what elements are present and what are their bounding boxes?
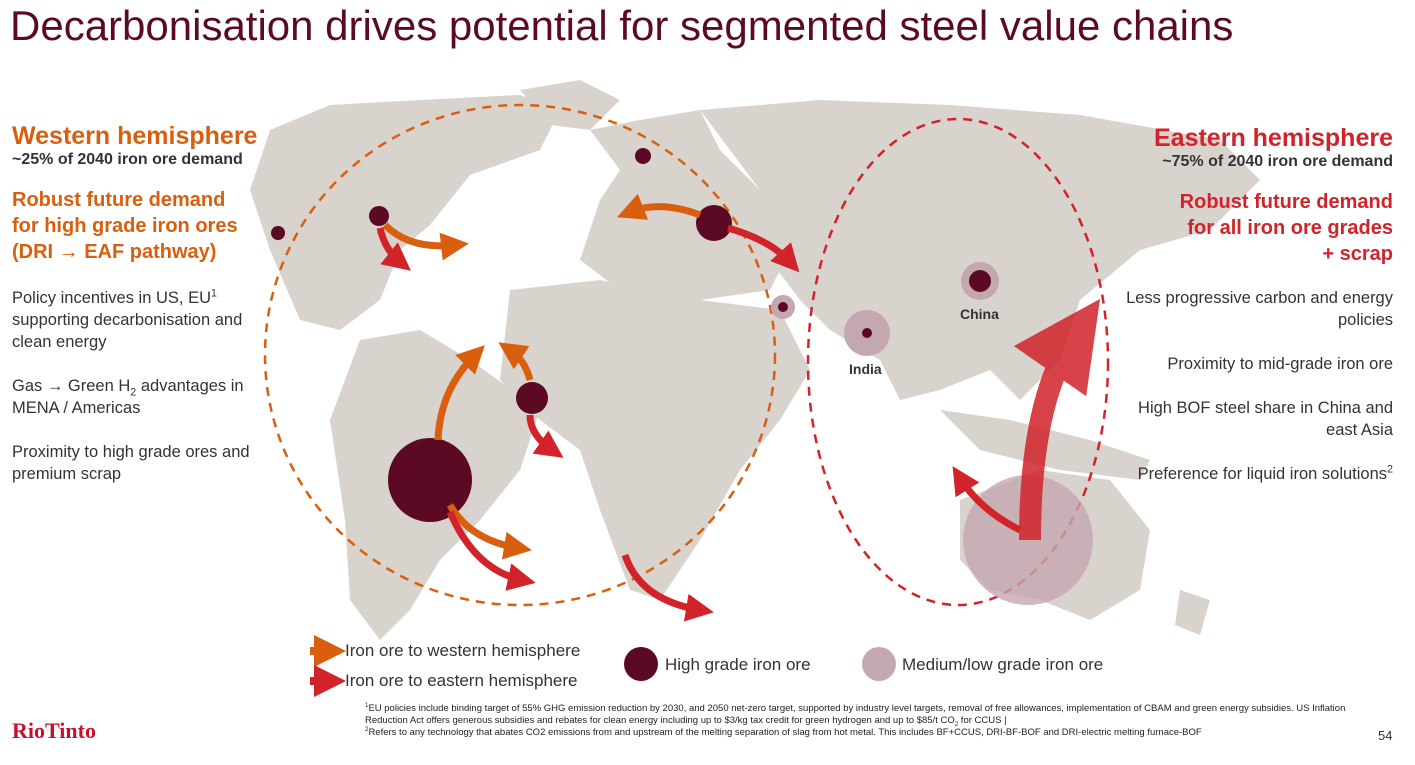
legend-item: Medium/low grade iron ore	[902, 655, 1104, 674]
high-grade-circles	[271, 148, 991, 522]
point: Proximity to high grade ores and premium…	[12, 441, 262, 485]
heading: Western hemisphere	[12, 122, 258, 150]
points: Policy incentives in US, EU1 supporting …	[12, 287, 262, 485]
point: Preference for liquid iron solutions2	[1103, 463, 1393, 485]
point: High BOF steel share in China and east A…	[1103, 397, 1393, 441]
text-run: Preference for liquid iron solutions	[1137, 465, 1388, 483]
text-run: Proximity to high grade ores and premium…	[12, 443, 250, 483]
footnote: 1EU policies include binding target of 5…	[365, 701, 1375, 728]
share: ~25% of 2040 iron ore demand	[12, 151, 243, 168]
legend-item: Iron ore to eastern hemisphere	[345, 671, 578, 690]
map-label: India	[849, 361, 882, 377]
demand-line: Robust future demand	[1179, 191, 1393, 213]
point: Gas → Green H2 advantages in MENA / Amer…	[12, 375, 262, 419]
western-panel: Western hemisphere ~25% of 2040 iron ore…	[12, 122, 262, 507]
demand-line: + scrap	[1322, 243, 1393, 265]
footnotes: 1EU policies include binding target of 5…	[365, 701, 1375, 739]
text-run: 2	[1387, 463, 1393, 476]
text-run: Proximity to mid-grade iron ore	[1167, 355, 1393, 373]
text-run: for CCUS |	[958, 715, 1007, 726]
text-run: Gas → Green H	[12, 377, 131, 395]
demand-line: for all iron ore grades	[1187, 217, 1393, 239]
text-run: Refers to any technology that abates CO2…	[368, 727, 1202, 738]
points: Less progressive carbon and energy polic…	[1103, 287, 1393, 485]
map-label: China	[960, 306, 999, 322]
text-run: advantages in MENA / Americas	[12, 377, 244, 417]
legend-item: Iron ore to western hemisphere	[345, 641, 581, 660]
heading: Eastern hemisphere	[1154, 124, 1393, 152]
text-run: 1	[211, 287, 217, 300]
logo: RioTinto	[12, 718, 96, 743]
text-run: 2	[130, 386, 137, 399]
demand: Robust future demand for all iron ore gra…	[1103, 189, 1393, 267]
share: ~75% of 2040 iron ore demand	[1162, 153, 1393, 170]
point: Policy incentives in US, EU1 supporting …	[12, 287, 262, 353]
footnote-mark: 2	[365, 725, 369, 733]
demand-line: (DRI → EAF pathway)	[12, 241, 217, 263]
text-run: EU policies include binding target of 55…	[365, 703, 1346, 726]
text-run: Less progressive carbon and energy polic…	[1126, 289, 1393, 329]
title: Decarbonisation drives potential for seg…	[10, 2, 1234, 49]
eastern-panel: Eastern hemisphere ~75% of 2040 iron ore…	[1103, 124, 1393, 507]
text-run: 2	[954, 720, 959, 728]
footnote: 2Refers to any technology that abates CO…	[365, 725, 1375, 739]
legend-item: High grade iron ore	[665, 655, 811, 674]
demand-line: Robust future demand	[12, 189, 226, 211]
point: Less progressive carbon and energy polic…	[1103, 287, 1393, 331]
text-run: Policy incentives in US, EU	[12, 289, 211, 307]
text-run: supporting decarbonisation and clean ene…	[12, 311, 243, 351]
demand-line: for high grade iron ores	[12, 215, 238, 237]
point: Proximity to mid-grade iron ore	[1103, 353, 1393, 375]
flow-arrows	[310, 193, 1101, 697]
page-number: 54	[1378, 728, 1393, 743]
demand: Robust future demand for high grade iron …	[12, 187, 262, 265]
footnote-mark: 1	[365, 701, 369, 709]
text-run: High BOF steel share in China and east A…	[1138, 399, 1393, 439]
